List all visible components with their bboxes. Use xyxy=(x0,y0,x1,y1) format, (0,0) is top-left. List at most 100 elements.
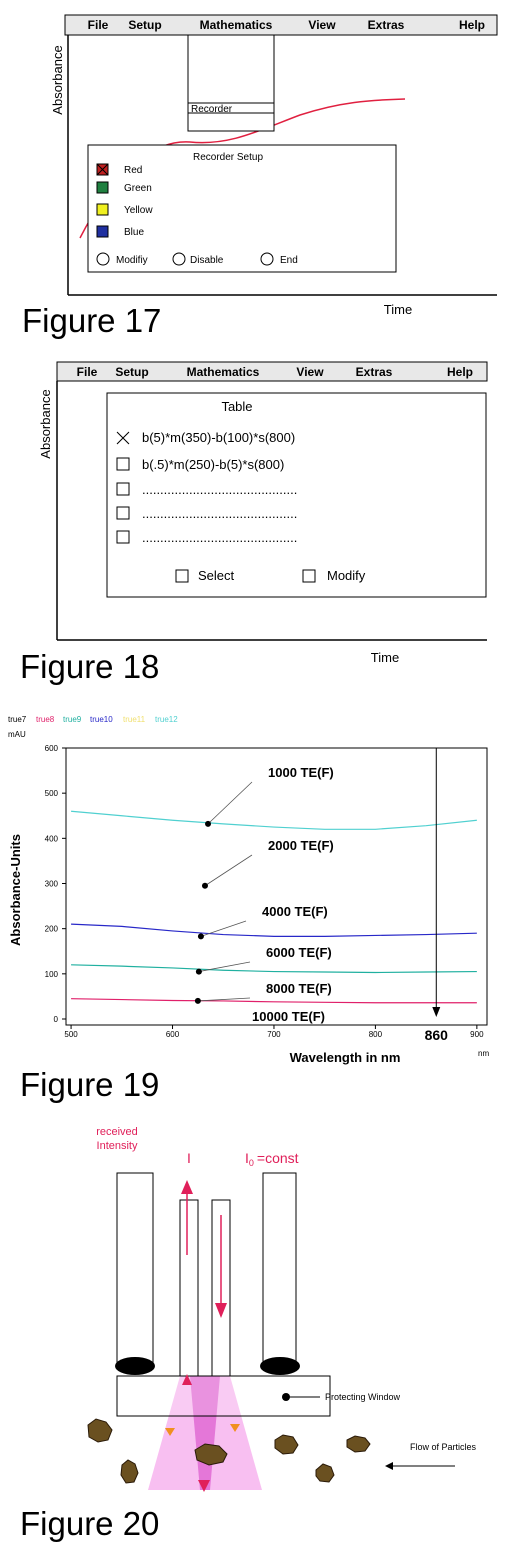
row-text: ........................................… xyxy=(142,506,297,521)
row-text: ........................................… xyxy=(142,530,297,545)
fiber xyxy=(262,1172,297,1366)
menu-item: View xyxy=(296,365,324,379)
y-tick-label: 500 xyxy=(45,789,59,798)
particle xyxy=(120,1459,139,1484)
x-axis-label: Time xyxy=(384,302,412,317)
caption: Figure 17 xyxy=(22,302,161,339)
y-tick-label: 0 xyxy=(54,1015,59,1024)
unit: mAU xyxy=(8,730,26,739)
y-axis-label: Absorbance xyxy=(38,389,53,458)
y-tick-label: 300 xyxy=(45,880,59,889)
checkbox xyxy=(116,457,130,471)
intensity-label: I xyxy=(187,1150,191,1166)
dropdown xyxy=(187,34,275,132)
unit: nm xyxy=(478,1049,489,1058)
checkbox xyxy=(175,569,189,583)
particle xyxy=(87,1418,113,1443)
y-tick-label: 400 xyxy=(45,834,59,843)
particle xyxy=(194,1443,228,1466)
leader xyxy=(197,997,251,1002)
legend-entry: true9 xyxy=(63,715,82,724)
x-axis-label: Wavelength in nm xyxy=(290,1050,401,1065)
color-label: Red xyxy=(124,165,142,176)
legend-entry: true11 xyxy=(123,715,146,724)
legend-entry: true10 xyxy=(90,715,113,724)
checkbox xyxy=(116,530,130,544)
x-tick-label: 500 xyxy=(64,1030,78,1039)
radio xyxy=(260,252,274,266)
leader xyxy=(207,781,253,825)
i0-label: I0 =const xyxy=(245,1150,299,1168)
particle xyxy=(315,1463,335,1483)
button-label: Select xyxy=(198,568,235,583)
button-label: Modify xyxy=(327,568,366,583)
checkbox xyxy=(302,569,316,583)
button-label: Disable xyxy=(190,255,224,266)
menu-item: File xyxy=(88,18,109,32)
chart: 0 100 200 300 400 500 600 500 600 700 800 900 true7 t… xyxy=(8,715,488,1043)
fiber xyxy=(179,1199,199,1377)
annotation-dot xyxy=(195,968,202,975)
leader xyxy=(200,920,247,937)
caption: Figure 18 xyxy=(20,648,159,685)
y-axis-label: Absorbance xyxy=(50,45,65,114)
received-label: Intensity xyxy=(97,1140,138,1152)
fiber xyxy=(116,1172,154,1366)
series-line xyxy=(71,998,477,1004)
dialog-title: Table xyxy=(221,399,252,414)
swatch xyxy=(96,181,109,194)
particle xyxy=(274,1434,299,1455)
particles xyxy=(87,1418,371,1484)
flow-label: Flow of Particles xyxy=(410,1442,477,1452)
caption: Figure 19 xyxy=(20,1066,159,1103)
leader xyxy=(198,961,251,972)
menu-item: Mathematics xyxy=(187,365,260,379)
plot-area xyxy=(65,747,488,1026)
particle xyxy=(346,1435,371,1453)
y-tick-label: 200 xyxy=(45,925,59,934)
checkbox xyxy=(116,506,130,520)
received-label: received xyxy=(96,1126,138,1138)
radio xyxy=(96,252,110,266)
arrow-head xyxy=(385,1462,393,1470)
button-label: Modifiy xyxy=(116,255,148,266)
menu-item: File xyxy=(77,365,98,379)
annotation: 1000 TE(F) xyxy=(268,765,334,780)
menu-item: Setup xyxy=(115,365,148,379)
window-label: Protecting Window xyxy=(325,1392,401,1402)
series-line xyxy=(71,964,477,974)
row-text: b(.5)*m(250)-b(5)*s(800) xyxy=(142,457,284,472)
color-label: Yellow xyxy=(124,205,153,216)
menu-item: Help xyxy=(447,365,473,379)
marker-head xyxy=(432,1007,441,1017)
color-label: Green xyxy=(124,183,152,194)
menu-item: View xyxy=(308,18,336,32)
i0-symbol: I xyxy=(245,1150,249,1166)
radio xyxy=(172,252,186,266)
arrow-head xyxy=(165,1428,175,1436)
caption: Figure 20 xyxy=(20,1505,159,1542)
menu-bar xyxy=(64,14,498,36)
annotation: 10000 TE(F) xyxy=(252,1009,325,1024)
arrow-head xyxy=(182,1374,192,1385)
marker-label: 860 xyxy=(425,1027,449,1043)
annotation: 4000 TE(F) xyxy=(262,904,328,919)
lens xyxy=(260,1357,300,1375)
color-label: Blue xyxy=(124,227,144,238)
arrow-head xyxy=(181,1180,193,1194)
dropdown-item xyxy=(187,102,275,114)
dialog xyxy=(87,144,397,273)
dialog xyxy=(106,392,487,598)
annotation-dot xyxy=(197,933,204,940)
annotation-dot xyxy=(201,882,208,889)
row-text: ........................................… xyxy=(142,482,297,497)
x-tick-label: 700 xyxy=(267,1030,281,1039)
series-line xyxy=(71,810,477,830)
menu-item: Setup xyxy=(128,18,161,32)
legend-entry: true12 xyxy=(155,715,178,724)
check xyxy=(116,431,130,445)
swatch xyxy=(96,225,109,238)
y-tick-label: 100 xyxy=(45,970,59,979)
row-text: b(5)*m(350)-b(100)*s(800) xyxy=(142,430,295,445)
